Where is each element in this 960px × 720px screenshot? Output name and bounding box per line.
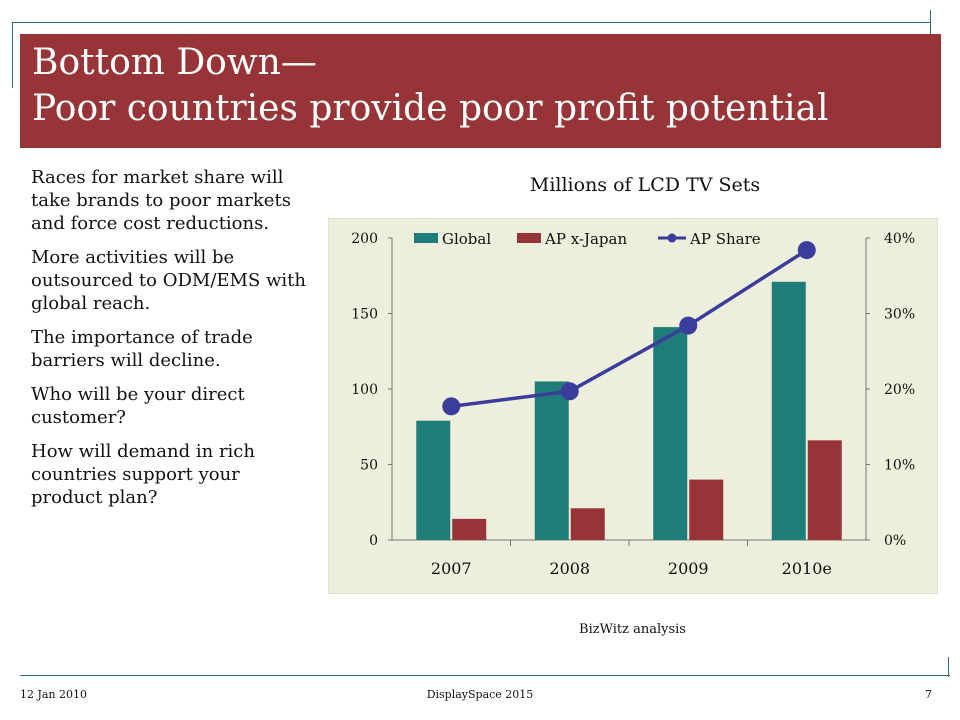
bar-global <box>771 281 806 540</box>
ap-share-point <box>679 316 698 335</box>
frame-line-bottom-right <box>948 657 949 677</box>
y-left-tick-label: 0 <box>369 533 378 549</box>
title-bar: Bottom Down— Poor countries provide poor… <box>20 34 941 148</box>
footer-page-number: 7 <box>925 688 932 701</box>
y-left-tick-label: 50 <box>360 458 378 474</box>
bar-global <box>653 327 688 540</box>
frame-line-left <box>12 22 13 88</box>
legend-swatch-global <box>414 233 438 243</box>
bar-ap-x-japan <box>807 440 842 540</box>
footer-event: DisplaySpace 2015 <box>426 688 534 701</box>
legend-label-ap-x-japan: AP x-Japan <box>544 230 627 248</box>
ap-share-point <box>442 397 461 416</box>
legend-label-ap-share: AP Share <box>689 230 761 248</box>
bar-global <box>534 381 569 540</box>
ap-share-line <box>451 248 808 409</box>
slide-title-line-2: Poor countries provide poor profit poten… <box>32 88 829 129</box>
ap-share-point <box>797 241 816 260</box>
bullet-item: How will demand in rich countries suppor… <box>31 441 255 508</box>
bar-ap-x-japan <box>689 479 724 540</box>
bullet-item: Who will be your direct customer? <box>31 384 245 428</box>
slide-title-line-1: Bottom Down— <box>32 42 317 83</box>
legend-marker-ap-share <box>667 233 677 243</box>
legend-swatch-ap-x-japan <box>517 233 541 243</box>
x-tick-label: 2010e <box>782 559 832 578</box>
y-right-tick-label: 20% <box>884 382 915 398</box>
y-right-tick-label: 0% <box>884 533 906 549</box>
bullet-item: More activities will be outsourced to OD… <box>31 247 307 314</box>
legend-label-global: Global <box>442 230 491 248</box>
bar-ap-x-japan <box>452 518 487 540</box>
bar-global <box>416 420 451 540</box>
bar-ap-x-japan <box>570 508 605 540</box>
footer-date: 12 Jan 2010 <box>20 688 88 701</box>
frame-line-top <box>12 22 930 23</box>
source-note: BizWitz analysis <box>579 622 686 637</box>
y-left-tick-label: 100 <box>351 382 378 398</box>
x-tick-label: 2007 <box>431 559 472 578</box>
frame-line-bottom <box>20 675 950 676</box>
frame-line-right <box>930 10 931 50</box>
chart-panel: 0 50 100 150 200 0% 10% 20% 30% 40% 2007 2008 2009 20… <box>328 218 938 594</box>
chart-title: Millions of LCD TV Sets <box>529 174 761 196</box>
y-left-tick-label: 200 <box>351 231 378 247</box>
y-left-tick-label: 150 <box>351 307 378 323</box>
y-right-tick-label: 10% <box>884 458 915 474</box>
y-right-tick-label: 30% <box>884 307 915 323</box>
x-tick-label: 2009 <box>668 559 709 578</box>
bullet-item: The importance of trade barriers will de… <box>31 327 253 371</box>
bullet-list: Races for market share will take brands … <box>31 166 316 520</box>
ap-share-point <box>560 382 579 401</box>
y-right-tick-label: 40% <box>884 231 915 247</box>
bullet-item: Races for market share will take brands … <box>31 167 291 234</box>
x-tick-label: 2008 <box>549 559 590 578</box>
